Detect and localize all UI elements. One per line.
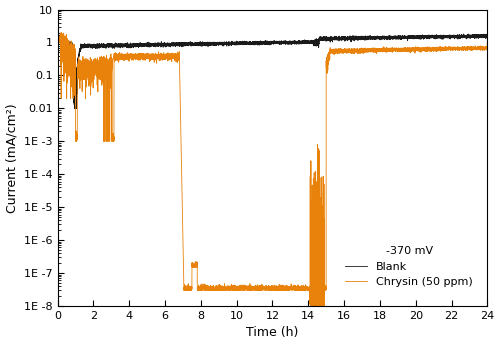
Chrysin (50 ppm): [300, 288, 306, 292]
Chrysin (50 ppm): [56, 35, 62, 39]
Blank: [465, 32, 471, 36]
Blank: [137, 42, 143, 47]
Line: Chrysin (50 ppm): Chrysin (50 ppm): [58, 32, 488, 313]
X-axis label: Time (h): Time (h): [246, 326, 298, 339]
Chrysin (50 ppm): [58, 30, 64, 34]
Chrysin (50 ppm): [54, 40, 60, 44]
Legend: Blank, Chrysin (50 ppm): Blank, Chrysin (50 ppm): [340, 241, 477, 292]
Chrysin (50 ppm): [484, 40, 490, 45]
Blank: [454, 34, 460, 38]
Blank: [484, 33, 490, 37]
Blank: [54, 35, 60, 39]
Blank: [56, 35, 62, 39]
Blank: [300, 39, 306, 43]
Chrysin (50 ppm): [137, 55, 143, 59]
Y-axis label: Current (mA/cm²): Current (mA/cm²): [6, 103, 18, 213]
Blank: [478, 33, 484, 38]
Line: Blank: Blank: [58, 34, 488, 108]
Blank: [72, 106, 78, 110]
Chrysin (50 ppm): [63, 48, 69, 52]
Blank: [63, 42, 69, 46]
Chrysin (50 ppm): [314, 310, 320, 315]
Chrysin (50 ppm): [478, 46, 484, 50]
Chrysin (50 ppm): [454, 48, 460, 52]
